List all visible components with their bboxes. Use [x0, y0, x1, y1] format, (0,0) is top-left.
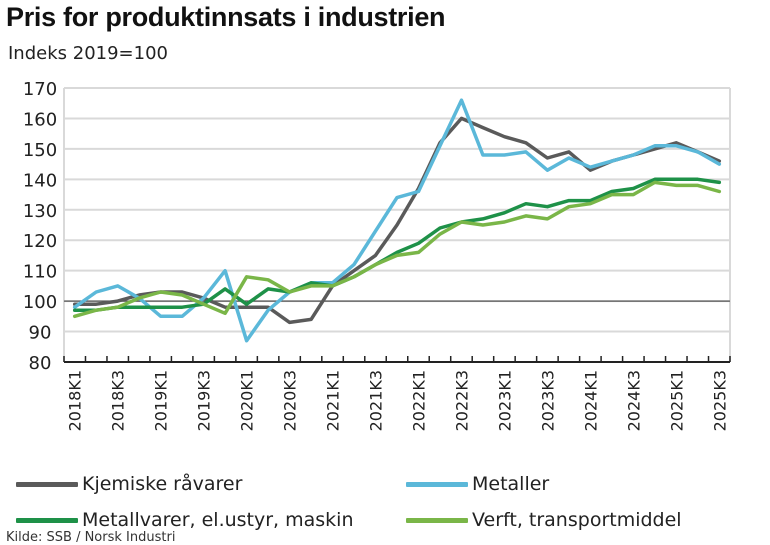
- y-tick-label-110: 110: [23, 262, 57, 283]
- x-tick-label-2022K1: 2022K1: [410, 370, 429, 431]
- legend-swatch-kjemiske: [16, 481, 78, 487]
- legend-swatch-verft: [406, 517, 468, 523]
- legend-swatch-metaller: [406, 481, 468, 487]
- x-tick-label-2020K1: 2020K1: [238, 370, 257, 431]
- x-tick-label-2018K1: 2018K1: [66, 370, 85, 431]
- x-tick-label-2021K1: 2021K1: [324, 370, 343, 431]
- x-tick-label-2023K1: 2023K1: [495, 370, 514, 431]
- series-line-verft: [72, 180, 722, 319]
- legend-item-verft: Verft, transportmiddel: [406, 509, 682, 531]
- x-tick-label-2021K3: 2021K3: [367, 370, 386, 431]
- x-tick-label-2018K3: 2018K3: [109, 370, 128, 431]
- chart-subtitle: Indeks 2019=100: [8, 43, 168, 64]
- y-tick-label-120: 120: [23, 231, 57, 252]
- y-tick-label-100: 100: [23, 292, 57, 313]
- y-tick-label-140: 140: [23, 170, 57, 191]
- y-tick-label-150: 150: [23, 140, 57, 161]
- y-tick-label-170: 170: [23, 79, 57, 100]
- y-tick-label-130: 130: [23, 201, 57, 222]
- x-tick-label-2020K3: 2020K3: [281, 370, 300, 431]
- series-line-metaller: [72, 98, 722, 343]
- y-tick-label-160: 160: [23, 109, 57, 130]
- legend-swatch-metallvarer: [16, 517, 78, 523]
- legend-label-kjemiske: Kjemiske råvarer: [82, 473, 243, 495]
- legend-label-metallvarer: Metallvarer, el.ustyr, maskin: [82, 509, 354, 531]
- legend-label-verft: Verft, transportmiddel: [472, 509, 682, 531]
- x-axis: 2018K1 2018K3 2019K1 2019K3 2020K1 2020K3 2021…: [63, 356, 731, 431]
- series-lines: [72, 98, 722, 343]
- x-tick-label-2025K1: 2025K1: [667, 370, 686, 431]
- y-axis-ticks: 80 90 100 110 120 130 140 150 160 170: [23, 79, 57, 374]
- x-tick-label-2019K1: 2019K1: [152, 370, 171, 431]
- x-tick-label-2025K3: 2025K3: [710, 370, 729, 431]
- x-tick-label-2019K3: 2019K3: [195, 370, 214, 431]
- chart-title: Pris for produktinnsats i industrien: [6, 2, 446, 32]
- x-tick-label-2024K1: 2024K1: [581, 370, 600, 431]
- legend-item-metaller: Metaller: [406, 473, 549, 495]
- series-line-metallvarer: [72, 177, 722, 312]
- x-tick-label-2024K3: 2024K3: [624, 370, 643, 431]
- source-note: Kilde: SSB / Norsk Industri: [6, 530, 176, 545]
- x-tick-label-2023K3: 2023K3: [538, 370, 557, 431]
- y-tick-label-90: 90: [29, 323, 52, 344]
- y-tick-label-80: 80: [29, 353, 52, 374]
- legend-item-kjemiske: Kjemiske råvarer: [16, 473, 242, 495]
- gridlines: [63, 87, 731, 362]
- x-tick-label-2022K3: 2022K3: [453, 370, 472, 431]
- legend-label-metaller: Metaller: [472, 473, 550, 495]
- legend-item-metallvarer: Metallvarer, el.ustyr, maskin: [16, 509, 354, 531]
